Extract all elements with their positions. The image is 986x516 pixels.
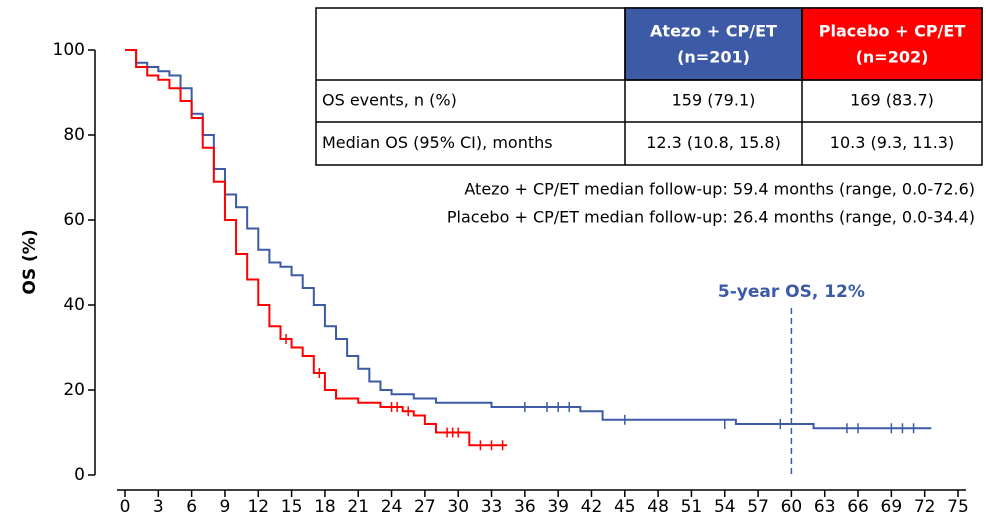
- y-tick-label: 80: [63, 125, 85, 145]
- x-tick-label: 12: [247, 497, 269, 516]
- x-tick-label: 48: [647, 497, 669, 516]
- table-header-text: (n=201): [677, 48, 750, 67]
- x-tick-label: 0: [120, 497, 131, 516]
- y-tick-label: 40: [63, 295, 85, 315]
- x-tick-label: 27: [414, 497, 436, 516]
- km-curve: [125, 49, 932, 430]
- y-tick-label: 20: [63, 380, 85, 400]
- table-cell: OS events, n (%): [322, 91, 457, 110]
- x-tick-label: 63: [814, 497, 836, 516]
- x-tick-label: 6: [186, 497, 197, 516]
- km-curve: [125, 49, 508, 447]
- x-tick-label: 15: [281, 497, 303, 516]
- x-tick-label: 54: [714, 497, 736, 516]
- x-tick-label: 30: [447, 497, 469, 516]
- table-cell: 12.3 (10.8, 15.8): [646, 133, 781, 152]
- x-tick-label: 36: [514, 497, 536, 516]
- reference-label: 5-year OS, 12%: [718, 282, 865, 302]
- table-header-text: (n=202): [856, 48, 929, 67]
- x-tick-label: 39: [547, 497, 569, 516]
- x-tick-label: 42: [581, 497, 603, 516]
- x-tick-label: 75: [947, 497, 969, 516]
- table-header-text: Atezo + CP/ET: [650, 22, 777, 41]
- table-header-text: Placebo + CP/ET: [819, 22, 966, 41]
- x-tick-label: 72: [914, 497, 936, 516]
- y-tick-label: 100: [53, 40, 85, 60]
- x-tick-label: 69: [881, 497, 903, 516]
- x-tick-label: 21: [347, 497, 369, 516]
- x-tick-label: 45: [614, 497, 636, 516]
- y-tick-label: 0: [74, 465, 85, 485]
- follow-up-note: Atezo + CP/ET median follow-up: 59.4 mon…: [464, 180, 975, 199]
- x-tick-label: 51: [681, 497, 703, 516]
- x-tick-label: 66: [847, 497, 869, 516]
- table-cell: 10.3 (9.3, 11.3): [830, 133, 954, 152]
- table-cell: 169 (83.7): [850, 91, 934, 110]
- x-tick-label: 24: [381, 497, 403, 516]
- x-tick-label: 33: [481, 497, 503, 516]
- table-cell: 159 (79.1): [672, 91, 756, 110]
- follow-up-note: Placebo + CP/ET median follow-up: 26.4 m…: [447, 208, 975, 227]
- table-cell: Median OS (95% CI), months: [322, 133, 553, 152]
- x-tick-label: 18: [314, 497, 336, 516]
- x-tick-label: 3: [153, 497, 164, 516]
- x-tick-label: 9: [220, 497, 231, 516]
- table-header-cell: [624, 7, 803, 81]
- x-tick-label: 57: [747, 497, 769, 516]
- x-tick-label: 60: [781, 497, 803, 516]
- table-header-cell: [801, 7, 983, 81]
- y-tick-label: 60: [63, 210, 85, 230]
- y-axis-label: OS (%): [20, 229, 40, 294]
